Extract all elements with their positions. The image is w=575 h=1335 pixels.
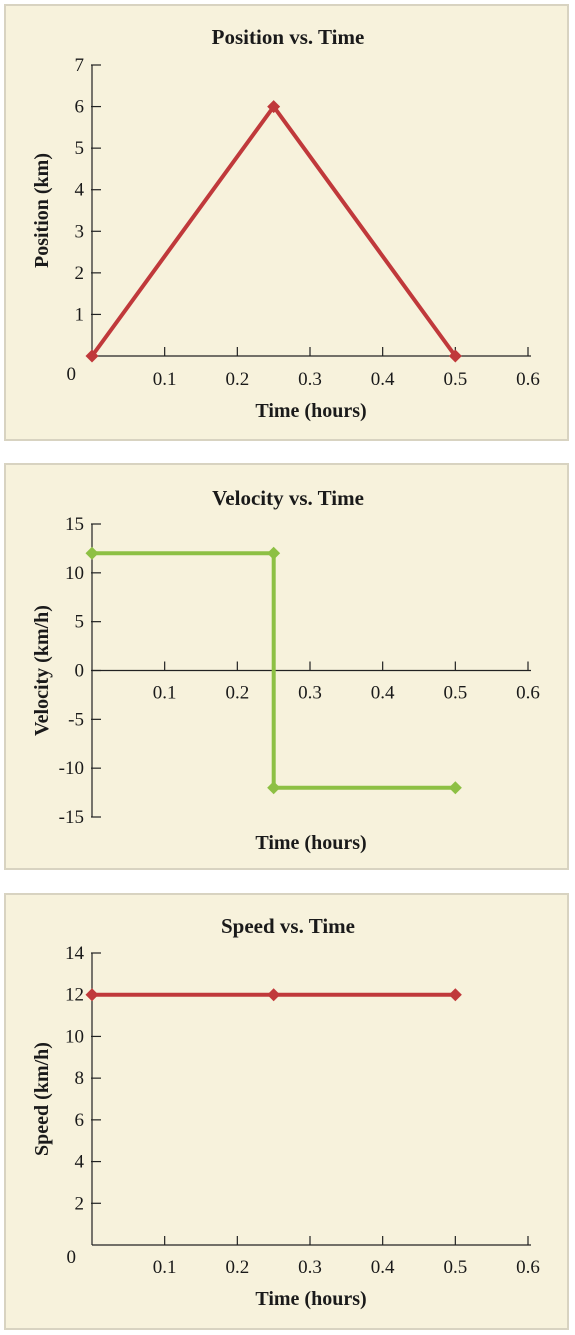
x-tick-label: 0.6 bbox=[516, 1257, 540, 1278]
y-tick-label: 4 bbox=[75, 1152, 85, 1173]
position-chart: Position vs. Time 0 1 2 3 4 5 6 7 0.1 0.2 0.3 0.4 0.5… bbox=[31, 25, 540, 422]
data-point-marker bbox=[448, 781, 462, 795]
data-point-marker bbox=[267, 781, 281, 795]
x-tick-label: 0.2 bbox=[225, 1257, 249, 1278]
series-line bbox=[90, 103, 457, 358]
y-tick-label: 12 bbox=[65, 985, 84, 1006]
x-tick-label: 0.2 bbox=[225, 683, 249, 704]
data-point-marker bbox=[448, 349, 462, 363]
x-tick-label: 0.1 bbox=[153, 683, 177, 704]
x-tick-label: 0.6 bbox=[516, 683, 540, 704]
y-tick-label: 10 bbox=[65, 563, 84, 584]
x-axis-label: Time (hours) bbox=[255, 400, 366, 422]
speed-chart-panel: Speed vs. Time 0 2 4 6 8 10 12 14 0.1 0.2 0.3 0.4 0.5… bbox=[4, 893, 569, 1330]
y-tick-label: 6 bbox=[75, 97, 85, 118]
x-axis-label: Time (hours) bbox=[255, 1288, 366, 1310]
chart-title: Position vs. Time bbox=[212, 25, 365, 49]
data-point-marker bbox=[267, 100, 281, 114]
y-tick-label: 0 bbox=[67, 1247, 77, 1268]
y-tick-label: 5 bbox=[75, 138, 85, 159]
x-tick-label: 0.5 bbox=[443, 369, 467, 390]
data-point-marker bbox=[85, 349, 99, 363]
x-tick-label: 0.1 bbox=[153, 369, 177, 390]
y-tick-label: 6 bbox=[75, 1110, 85, 1131]
x-tick-label: 0.5 bbox=[443, 1257, 467, 1278]
chart-title: Speed vs. Time bbox=[221, 914, 355, 938]
y-tick-label: 14 bbox=[65, 943, 85, 964]
y-tick-label: -5 bbox=[68, 709, 84, 730]
x-tick-label: 0.3 bbox=[298, 1257, 322, 1278]
y-axis-label: Speed (km/h) bbox=[31, 1042, 53, 1156]
x-axis-label: Time (hours) bbox=[255, 832, 366, 854]
y-tick-label: 3 bbox=[75, 221, 85, 242]
y-axis-label: Velocity (km/h) bbox=[31, 605, 53, 736]
y-tick-label: -10 bbox=[59, 758, 84, 779]
y-tick-label: 4 bbox=[75, 180, 85, 201]
chart-title: Velocity vs. Time bbox=[212, 486, 364, 510]
data-point-marker bbox=[85, 546, 99, 560]
data-point-marker bbox=[267, 988, 281, 1002]
x-tick-label: 0.1 bbox=[153, 1257, 177, 1278]
x-tick-label: 0.6 bbox=[516, 369, 540, 390]
y-tick-label: 7 bbox=[75, 55, 85, 76]
data-point-marker bbox=[448, 988, 462, 1002]
y-tick-label: 2 bbox=[75, 263, 85, 284]
series-line bbox=[92, 551, 456, 790]
y-axis-label: Position (km) bbox=[31, 153, 53, 268]
x-tick-label: 0.4 bbox=[371, 683, 395, 704]
velocity-chart-panel: Velocity vs. Time -15 -10 -5 0 5 10 15 0.1 0.2 0.3… bbox=[4, 463, 569, 870]
y-tick-label: 5 bbox=[75, 612, 85, 633]
speed-chart: Speed vs. Time 0 2 4 6 8 10 12 14 0.1 0.2 0.3 0.4 0.5… bbox=[31, 914, 540, 1310]
y-tick-label: 1 bbox=[75, 304, 85, 325]
x-tick-label: 0.4 bbox=[371, 369, 395, 390]
y-tick-label: 8 bbox=[75, 1068, 85, 1089]
x-tick-label: 0.4 bbox=[371, 1257, 395, 1278]
x-tick-label: 0.3 bbox=[298, 683, 322, 704]
data-point-marker bbox=[85, 988, 99, 1002]
y-tick-label: 10 bbox=[65, 1026, 84, 1047]
x-tick-label: 0.5 bbox=[443, 683, 467, 704]
x-tick-label: 0.2 bbox=[225, 369, 249, 390]
position-chart-panel: Position vs. Time 0 1 2 3 4 5 6 7 0.1 0.2 0.3 0.4 0.5… bbox=[4, 4, 569, 441]
x-tick-label: 0.3 bbox=[298, 369, 322, 390]
y-tick-label: 0 bbox=[67, 364, 77, 385]
data-point-marker bbox=[267, 546, 281, 560]
y-tick-label: 15 bbox=[65, 514, 84, 535]
y-tick-label: 2 bbox=[75, 1193, 85, 1214]
velocity-chart: Velocity vs. Time -15 -10 -5 0 5 10 15 0.1 0.2 0.3… bbox=[31, 486, 540, 854]
y-tick-label: -15 bbox=[59, 807, 84, 828]
y-tick-label: 0 bbox=[75, 661, 85, 682]
